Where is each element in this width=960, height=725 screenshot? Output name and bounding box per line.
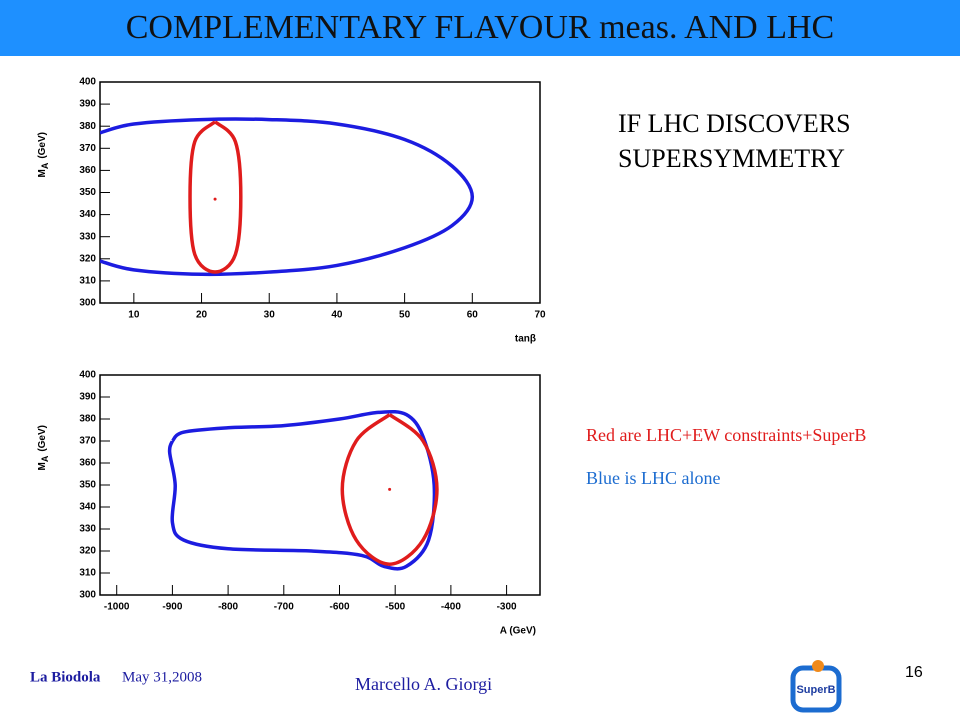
page-number: 16 [905,664,923,681]
y-axis-label-part: A [40,455,50,462]
logo-text: SuperB [796,684,835,696]
statement-line: SUPERSYMMETRY [618,144,845,173]
logo: SuperB [790,660,842,713]
footer-author: Marcello A. Giorgi [355,674,492,694]
y-axis-label: MA (GeV) [37,425,51,471]
y-axis-label: MA (GeV) [37,132,51,178]
statement-line: IF LHC DISCOVERS [618,109,851,138]
y-tick-label: 400 [79,370,96,381]
x-tick-label: 40 [331,310,343,321]
x-axis-label: A (GeV) [500,626,536,637]
x-tick-label: -300 [497,602,517,613]
title-bar [0,0,960,56]
y-tick-label: 370 [79,143,96,154]
y-tick-label: 390 [79,392,96,403]
contour-line [167,409,437,571]
x-tick-label: 10 [128,310,140,321]
y-tick-label: 400 [79,77,96,88]
y-tick-label: 310 [79,568,96,579]
plot-frame [99,81,541,304]
x-tick-label: -1000 [104,602,130,613]
y-tick-label: 350 [79,187,96,198]
x-tick-label: -600 [329,602,349,613]
y-tick-label: 300 [79,590,96,601]
plot-frame [99,374,541,596]
y-tick-label: 340 [79,209,96,220]
y-axis-label-part: M [37,169,48,177]
footer-date: May 31,2008 [122,669,202,685]
title: COMPLEMENTARY FLAVOUR meas. AND LHC [126,9,835,46]
contour-line [100,117,475,277]
plot-area [100,117,475,277]
x-tick-label: 30 [264,310,276,321]
y-tick-label: 320 [79,253,96,264]
note-red: Red are LHC+EW constraints+SuperB [586,425,866,445]
x-tick-label: -900 [162,602,182,613]
x-tick-label: -500 [385,602,405,613]
y-tick-label: 380 [79,414,96,425]
y-tick-label: 320 [79,546,96,557]
y-tick-label: 330 [79,231,96,242]
y-tick-label: 350 [79,480,96,491]
logo-dot [812,660,824,672]
y-axis-label-part: (GeV) [37,425,48,452]
y-axis-label-part: M [37,462,48,470]
x-tick-label: 50 [399,310,411,321]
contour-line [188,120,243,274]
y-tick-label: 300 [79,298,96,309]
y-axis-label-part: (GeV) [37,132,48,159]
y-tick-label: 310 [79,276,96,287]
y-tick-label: 370 [79,436,96,447]
note-blue: Blue is LHC alone [586,468,720,488]
y-tick-label: 360 [79,458,96,469]
x-tick-label: -800 [218,602,238,613]
y-tick-label: 330 [79,524,96,535]
plot-area [167,409,439,571]
y-tick-label: 380 [79,121,96,132]
y-tick-label: 340 [79,502,96,513]
y-tick-label: 360 [79,165,96,176]
x-tick-label: 70 [534,310,546,321]
footer-venue: La Biodola [30,669,101,685]
y-tick-label: 390 [79,99,96,110]
contour-line [340,413,439,566]
best-fit-point [388,487,392,491]
x-tick-label: -700 [274,602,294,613]
x-tick-label: -400 [441,602,461,613]
y-axis-label-part: A [40,162,50,169]
plots: 300 310 320 330 340 350 360 370 380 390 400 10 20 30 4… [37,77,546,637]
x-tick-label: 20 [196,310,208,321]
x-tick-label: 60 [467,310,479,321]
best-fit-point [213,197,217,201]
x-axis-label: tanβ [515,334,536,345]
